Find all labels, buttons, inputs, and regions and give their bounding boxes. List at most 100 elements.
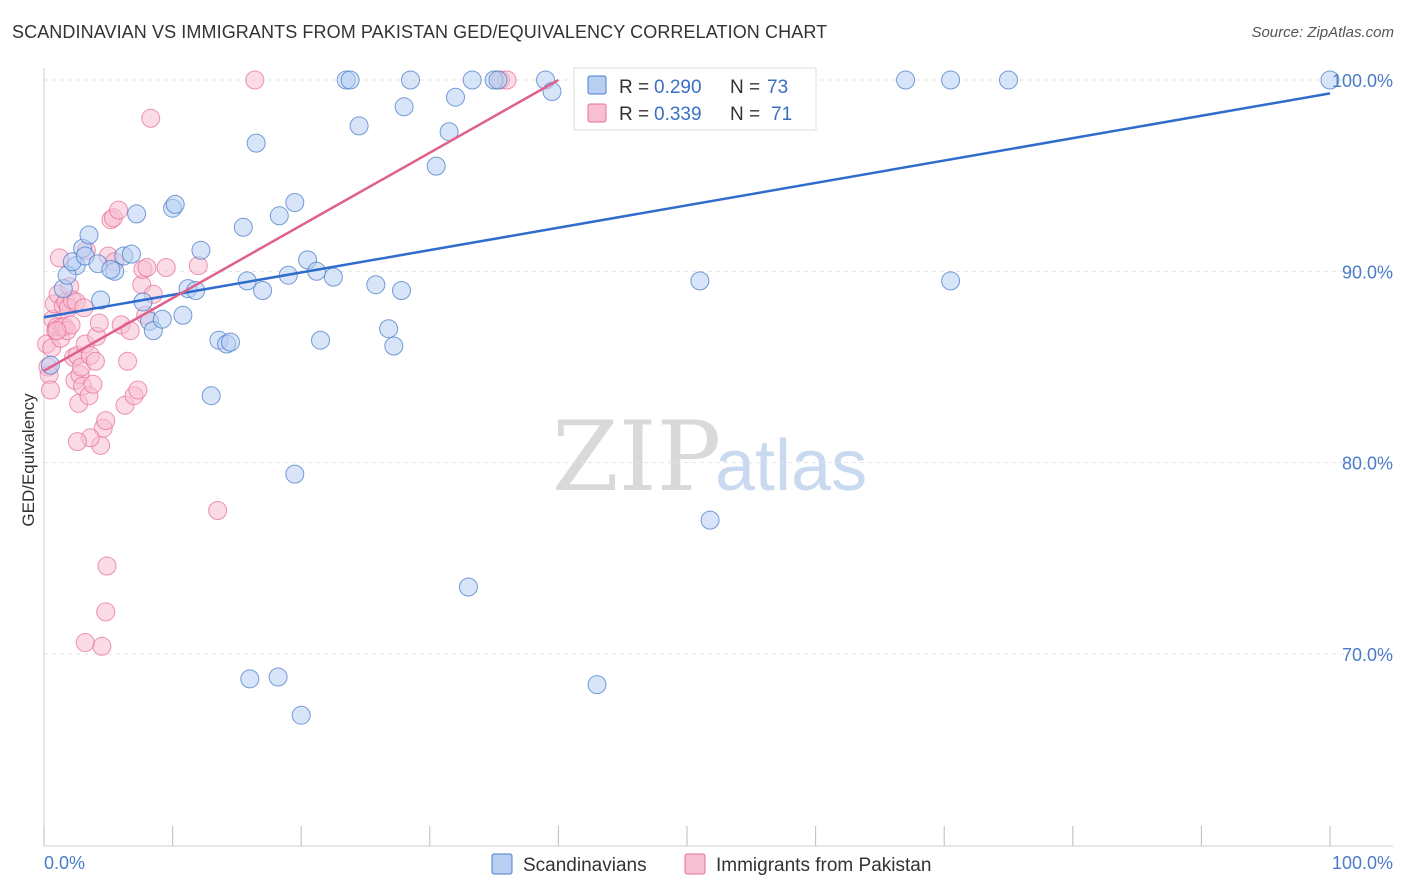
- pakistan-point-29: [74, 298, 94, 318]
- scandinavians-point-62: [941, 271, 961, 291]
- scandinavians-point-45: [392, 281, 411, 300]
- y-tick-label-80: 80.0%: [1342, 454, 1393, 474]
- axes: [43, 68, 1393, 847]
- scandinavians-point-67: [268, 667, 288, 687]
- scandinavians-point-69: [285, 464, 305, 484]
- legend-n-label-1: N =: [730, 77, 760, 98]
- scandinavians-point-46: [394, 97, 414, 117]
- scandinavians-point-17: [152, 309, 172, 329]
- pakistan-point-55: [137, 258, 157, 277]
- legend-n-value-2: 71: [771, 104, 792, 125]
- scandinavians-point-43: [379, 319, 399, 339]
- scandinavians-point-12: [121, 244, 141, 264]
- scandinavians-point-27: [221, 332, 240, 352]
- bottom-legend-swatch-scandinavians: [491, 853, 513, 875]
- legend-n-value-1: 73: [767, 77, 788, 98]
- scandinavians-point-66: [240, 669, 260, 689]
- scandinavians-point-41: [349, 116, 369, 136]
- pakistan-point-35: [85, 351, 105, 371]
- bottom-legend-swatch-pakistan: [684, 853, 706, 875]
- series-scandinavians-points: [40, 70, 1340, 725]
- x-tick-label-min: 0.0%: [44, 853, 85, 873]
- scandinavians-point-20: [173, 305, 193, 325]
- pakistan-point-67: [75, 633, 95, 652]
- scandinavians-point-55: [542, 82, 562, 101]
- pakistan-point-61: [245, 70, 265, 90]
- y-tick-label-70: 70.0%: [1342, 645, 1393, 665]
- legend-r-value-2: 0.339: [654, 104, 702, 125]
- scandinavians-point-19: [165, 194, 185, 214]
- scandinavians-point-71: [587, 675, 607, 695]
- pakistan-point-68: [96, 602, 116, 622]
- scandinavians-point-50: [446, 87, 465, 107]
- watermark-zip: ZIP: [552, 401, 721, 513]
- pakistan-point-51: [128, 380, 148, 400]
- scandinavians-point-0: [40, 355, 60, 375]
- scandinavians-point-37: [311, 330, 330, 350]
- scandinavians-point-59: [700, 510, 720, 530]
- watermark: ZIP atlas: [552, 401, 867, 513]
- chart-title: SCANDINAVIAN VS IMMIGRANTS FROM PAKISTAN…: [12, 22, 828, 42]
- scandinavians-point-34: [285, 193, 305, 212]
- scandinavians-point-63: [941, 70, 961, 90]
- pakistan-point-48: [118, 351, 138, 371]
- pakistan-point-37: [89, 313, 109, 333]
- pakistan-point-66: [92, 636, 112, 656]
- y-tick-labels: 70.0% 80.0% 90.0% 100.0%: [1332, 71, 1393, 665]
- scandinavians-point-32: [269, 206, 289, 226]
- pakistan-point-70: [47, 321, 67, 341]
- scandinavians-point-40: [340, 70, 360, 90]
- scandinavians-point-51: [462, 70, 482, 90]
- series-pakistan-points: [37, 70, 517, 656]
- scandinavians-point-23: [191, 240, 211, 260]
- legend-r-value-1: 0.290: [654, 77, 702, 98]
- scandinavians-point-24: [201, 386, 221, 406]
- legend-r-label-1: R =: [619, 77, 649, 98]
- scandinavians-point-68: [291, 705, 311, 725]
- pakistan-point-56: [141, 108, 161, 128]
- x-tick-label-max: 100.0%: [1332, 853, 1393, 873]
- legend-r-label-2: R =: [619, 104, 649, 125]
- pakistan-point-60: [208, 501, 228, 520]
- scandinavians-point-9: [91, 290, 111, 310]
- legend-box: [573, 67, 817, 131]
- y-tick-label-90: 90.0%: [1342, 262, 1393, 282]
- scandinavians-point-38: [323, 267, 343, 287]
- pakistan-point-58: [156, 258, 176, 277]
- scandinavians-point-70: [458, 577, 478, 597]
- scandinavians-point-61: [896, 70, 916, 90]
- y-axis-title: GED/Equivalency: [19, 393, 38, 527]
- scandinavians-point-64: [999, 70, 1018, 90]
- scandinavians-point-72: [101, 259, 121, 279]
- correlation-legend: R = 0.290 N = 73 R = 0.339 N = 71: [573, 67, 817, 131]
- scandinavians-point-42: [366, 275, 386, 295]
- scandinavians-point-65: [1320, 70, 1340, 90]
- scandinavians-point-31: [253, 281, 273, 300]
- scandinavians-point-60: [690, 271, 710, 291]
- pakistan-point-69: [97, 556, 117, 576]
- scandinavians-point-7: [79, 225, 99, 245]
- legend-swatch-scandinavians: [587, 75, 607, 95]
- bottom-legend-scandinavians: Scandinavians: [523, 855, 647, 876]
- scandinavians-point-44: [384, 336, 404, 356]
- watermark-atlas: atlas: [715, 426, 867, 506]
- legend-n-label-2: N =: [730, 104, 760, 125]
- pakistan-point-3: [40, 380, 60, 400]
- pakistan-point-65: [67, 432, 87, 452]
- scandinavians-point-13: [127, 204, 147, 224]
- scandinavians-point-28: [233, 217, 253, 237]
- trend-line-pakistan: [43, 78, 560, 372]
- scandinavians-point-53: [488, 70, 508, 90]
- legend-swatch-pakistan: [587, 103, 607, 123]
- y-tick-label-100: 100.0%: [1332, 71, 1393, 91]
- trend-lines: [43, 78, 1331, 372]
- chart-source: Source: ZipAtlas.com: [1251, 24, 1394, 41]
- scandinavians-point-48: [426, 156, 446, 176]
- scandinavians-point-47: [401, 70, 420, 90]
- series-legend: Scandinavians Immigrants from Pakistan: [491, 853, 931, 876]
- pakistan-point-40: [96, 411, 116, 431]
- bottom-legend-pakistan: Immigrants from Pakistan: [716, 855, 931, 876]
- pakistan-point-34: [83, 374, 103, 394]
- trend-line-scandinavians: [43, 92, 1331, 319]
